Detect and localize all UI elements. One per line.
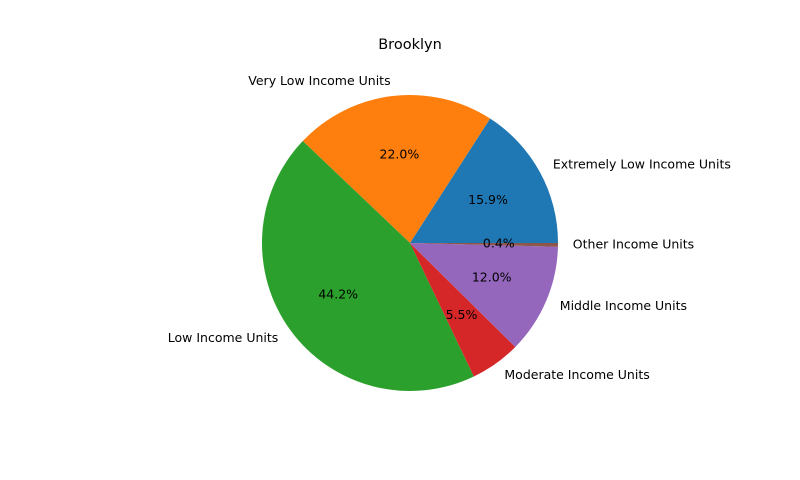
slice-label-other-income-units: Other Income Units xyxy=(573,237,694,252)
slice-percent-low-income-units: 44.2% xyxy=(318,287,358,302)
slice-label-low-income-units: Low Income Units xyxy=(168,330,279,345)
pie-slice-low-income-units xyxy=(261,141,474,392)
slice-label-very-low-income-units: Very Low Income Units xyxy=(248,73,390,88)
pie-slice-middle-income-units xyxy=(410,243,558,347)
slice-label-extremely-low-income-units: Extremely Low Income Units xyxy=(553,157,731,172)
pie-slice-extremely-low-income-units xyxy=(410,118,558,243)
slice-percent-extremely-low-income-units: 15.9% xyxy=(468,192,508,207)
pie-slices xyxy=(261,94,558,392)
slice-percent-other-income-units: 0.4% xyxy=(483,236,515,251)
slice-label-moderate-income-units: Moderate Income Units xyxy=(504,367,649,382)
pie-slice-very-low-income-units xyxy=(302,94,491,243)
slice-percent-moderate-income-units: 5.5% xyxy=(446,307,478,322)
slice-percent-middle-income-units: 12.0% xyxy=(472,269,512,284)
pie-slice-moderate-income-units xyxy=(410,243,516,377)
slice-label-middle-income-units: Middle Income Units xyxy=(560,298,687,313)
chart-title: Brooklyn xyxy=(378,37,442,53)
pie-labels: Extremely Low Income Units 15.9% Very Low … xyxy=(168,73,731,382)
slice-percent-very-low-income-units: 22.0% xyxy=(380,146,420,161)
pie-slice-other-income-units xyxy=(410,243,558,247)
